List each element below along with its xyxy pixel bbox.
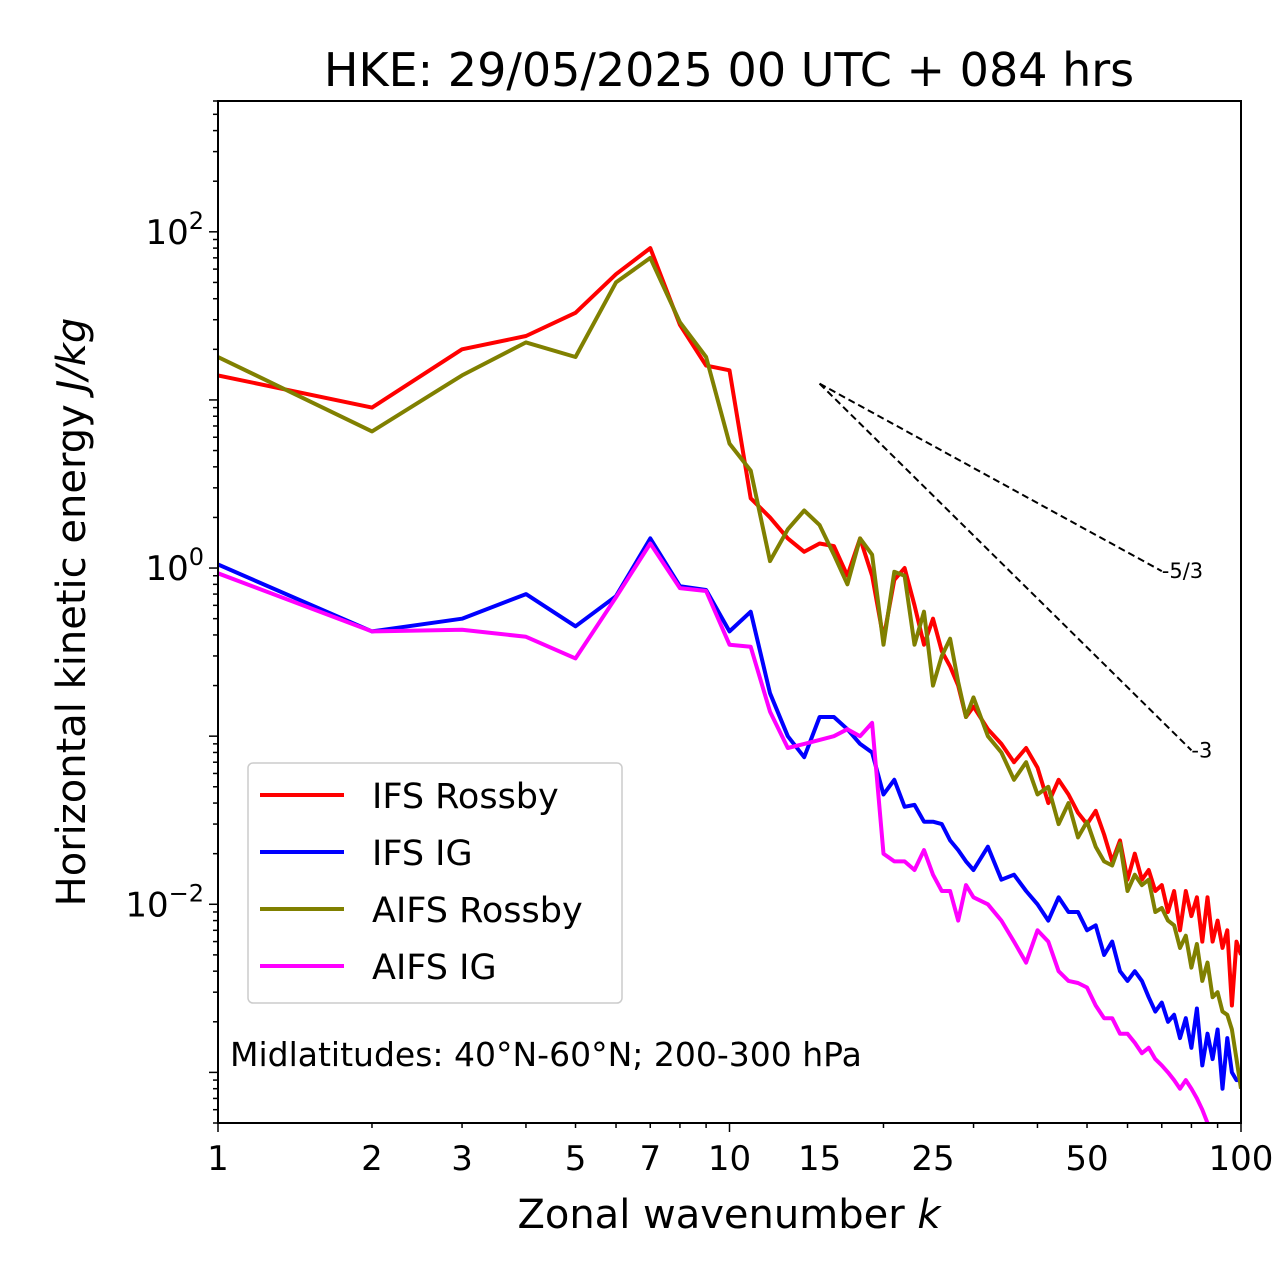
reference-slope-label-0: -5/3	[1162, 559, 1203, 583]
x-tick-label: 25	[911, 1139, 954, 1179]
y-tick-label: 100	[145, 543, 204, 589]
series-line-2	[218, 255, 1241, 1090]
legend-label-3: AIFS IG	[372, 948, 497, 988]
x-axis-label-text: Zonal wavenumber	[517, 1192, 905, 1238]
legend-label-0: IFS Rossby	[372, 777, 559, 817]
region-annotation: Midlatitudes: 40°N-60°N; 200-300 hPa	[230, 1035, 862, 1074]
y-axis-label: Horizontal kinetic energy J/kg	[49, 318, 95, 907]
y-axis-label-units: J/kg	[49, 318, 95, 399]
series-line-1	[218, 536, 1241, 1091]
x-tick-label: 3	[451, 1139, 473, 1179]
x-axis: 1 2 3 5 7 10 15 25 50 100	[207, 1123, 1273, 1179]
x-tick-label: 7	[639, 1139, 661, 1179]
legend-items: IFS Rossby IFS IG AIFS Rossby AIFS IG	[260, 777, 583, 988]
y-axis: 10−2 100 102	[125, 100, 218, 1124]
y-tick-label: 102	[145, 207, 204, 253]
x-tick-label: 15	[798, 1139, 841, 1179]
y-tick-label: 10−2	[125, 879, 204, 925]
x-tick-label: 50	[1065, 1139, 1108, 1179]
legend-label-2: AIFS Rossby	[372, 891, 583, 931]
legend: IFS Rossby IFS IG AIFS Rossby AIFS IG	[247, 762, 623, 1004]
x-tick-label: 5	[565, 1139, 587, 1179]
y-axis-label-text: Horizontal kinetic energy	[49, 404, 95, 906]
series-line-3	[218, 541, 1210, 1123]
reference-slope-line-1	[818, 382, 1193, 752]
x-axis-label: Zonal wavenumber k	[517, 1192, 942, 1238]
series-layer	[218, 246, 1241, 1123]
legend-box	[247, 762, 623, 1004]
legend-label-1: IFS IG	[372, 834, 473, 874]
x-tick-label: 10	[708, 1139, 751, 1179]
reference-slope-label-1: -3	[1191, 738, 1212, 762]
x-tick-label: 1	[207, 1139, 229, 1179]
chart-title: HKE: 29/05/2025 00 UTC + 084 hrs	[324, 43, 1134, 97]
series-line-0	[218, 246, 1241, 1008]
x-tick-label: 2	[361, 1139, 383, 1179]
x-axis-label-var: k	[917, 1192, 942, 1238]
x-tick-label: 100	[1209, 1139, 1274, 1179]
reference-slopes	[818, 382, 1193, 752]
reference-slope-line-0	[819, 382, 1163, 572]
